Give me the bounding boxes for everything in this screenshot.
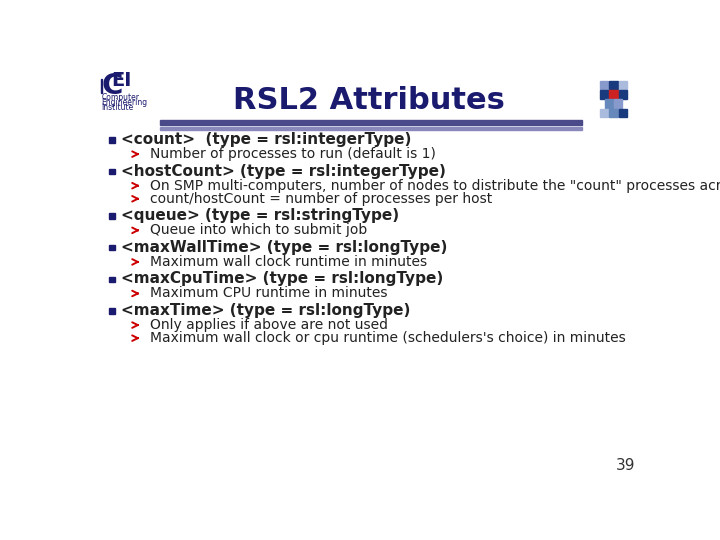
Text: <hostCount> (type = rsl:integerType): <hostCount> (type = rsl:integerType) xyxy=(121,164,446,179)
Text: Number of processes to run (default is 1): Number of processes to run (default is 1… xyxy=(150,147,436,161)
Text: Institute: Institute xyxy=(102,103,134,112)
Text: <maxWallTime> (type = rsl:longType): <maxWallTime> (type = rsl:longType) xyxy=(121,240,447,255)
Bar xyxy=(609,90,618,99)
Bar xyxy=(109,169,114,174)
Bar xyxy=(109,308,114,314)
Text: Maximum wall clock runtime in minutes: Maximum wall clock runtime in minutes xyxy=(150,255,428,269)
Bar xyxy=(605,99,613,108)
Bar xyxy=(609,109,618,117)
Bar xyxy=(109,213,114,219)
Text: Maximum wall clock or cpu runtime (schedulers's choice) in minutes: Maximum wall clock or cpu runtime (sched… xyxy=(150,331,626,345)
Bar xyxy=(101,79,102,92)
Bar xyxy=(109,276,114,282)
Bar xyxy=(600,81,608,90)
Text: EI: EI xyxy=(112,71,132,91)
Text: C: C xyxy=(102,72,123,99)
Bar xyxy=(600,109,608,117)
Text: Engineering: Engineering xyxy=(102,98,148,107)
Text: On SMP multi-computers, number of nodes to distribute the "count" processes acro: On SMP multi-computers, number of nodes … xyxy=(150,179,720,193)
Text: <maxTime> (type = rsl:longType): <maxTime> (type = rsl:longType) xyxy=(121,303,410,318)
Bar xyxy=(614,99,622,108)
Bar xyxy=(618,90,627,99)
Text: RSL2 Attributes: RSL2 Attributes xyxy=(233,86,505,116)
Bar xyxy=(109,245,114,251)
Bar xyxy=(109,137,114,143)
Text: Queue into which to submit job: Queue into which to submit job xyxy=(150,224,368,238)
Text: <count>  (type = rsl:integerType): <count> (type = rsl:integerType) xyxy=(121,132,411,147)
Text: count/hostCount = number of processes per host: count/hostCount = number of processes pe… xyxy=(150,192,492,206)
Text: Maximum CPU runtime in minutes: Maximum CPU runtime in minutes xyxy=(150,287,388,300)
Text: Only applies if above are not used: Only applies if above are not used xyxy=(150,318,389,332)
Bar xyxy=(160,127,582,130)
Text: 39: 39 xyxy=(616,458,635,473)
Bar xyxy=(609,81,618,90)
Text: Computer: Computer xyxy=(102,93,140,103)
Bar xyxy=(160,120,582,125)
Text: <maxCpuTime> (type = rsl:longType): <maxCpuTime> (type = rsl:longType) xyxy=(121,272,444,286)
Bar xyxy=(618,109,627,117)
Bar xyxy=(618,81,627,90)
Bar xyxy=(600,90,608,99)
Text: <queue> (type = rsl:stringType): <queue> (type = rsl:stringType) xyxy=(121,208,399,223)
